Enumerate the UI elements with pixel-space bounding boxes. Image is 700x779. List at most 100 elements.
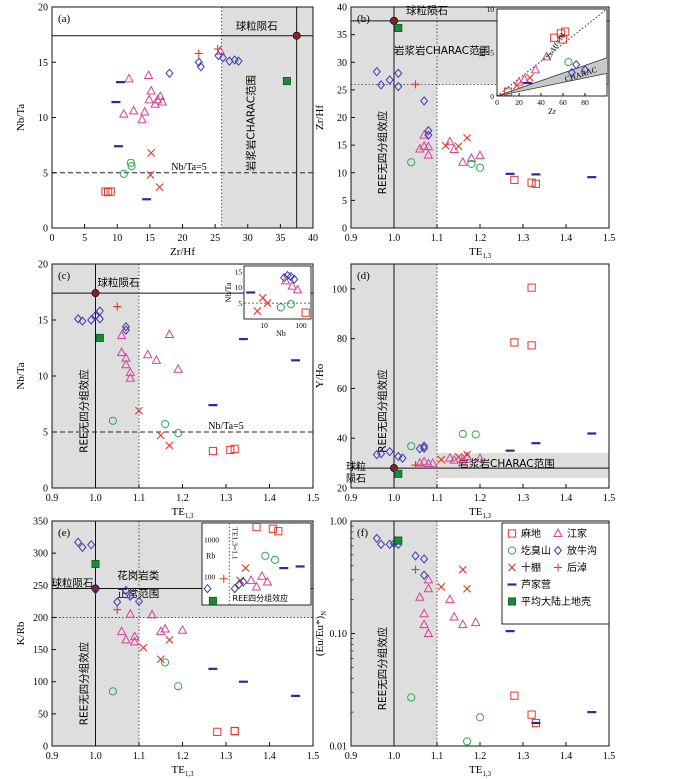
data-point [101, 187, 110, 196]
data-point [194, 49, 203, 58]
region-label: 岩浆岩CHARAC范围 [459, 457, 555, 470]
series-后淖 [194, 44, 222, 58]
data-point [457, 156, 468, 166]
data-point [377, 80, 386, 90]
inset-point [301, 308, 310, 317]
legend-label: 后淖 [567, 561, 587, 574]
data-point [91, 585, 100, 595]
inset-point [251, 581, 262, 591]
data-point [423, 583, 434, 593]
x-tick-label: 1.2 [176, 751, 189, 762]
data-point [150, 98, 160, 108]
data-point [91, 560, 100, 569]
legend-item: 圪臭山 [507, 544, 551, 557]
inset-point [280, 275, 291, 285]
data-point [74, 537, 83, 547]
chondrite-label: 球粒陨石 [236, 20, 278, 33]
series-后淖 [411, 80, 420, 89]
data-point [116, 626, 127, 636]
y-tick-label: 0 [43, 742, 48, 753]
y-tick-label: 350 [33, 517, 48, 528]
series-放牛沟 [74, 306, 131, 335]
data-point [437, 455, 446, 464]
data-point [394, 536, 403, 545]
inset-point [526, 73, 534, 82]
data-point [113, 605, 122, 614]
data-point [423, 141, 434, 151]
inset-line-label: TE1,3=1.1 [231, 527, 240, 559]
legend-label: 芦家营 [521, 578, 551, 591]
y-axis-label: Nb/Ta [15, 362, 27, 389]
chondrite-label: 球粒陨石 [98, 276, 140, 289]
x-tick-label: 1.0 [388, 233, 401, 244]
series-江家 [414, 574, 481, 637]
inset-charac-lower [496, 72, 608, 97]
data-point [125, 608, 136, 618]
series-芦家营 [208, 667, 301, 697]
y-tick-label: 15 [38, 58, 48, 69]
y-tick-label: 5 [342, 196, 347, 207]
shaded-range-x [221, 7, 313, 228]
inset-point [287, 280, 298, 290]
inset-point [567, 67, 576, 78]
x-tick-label: 1.3 [220, 493, 233, 504]
y-tick-label: 20 [337, 484, 347, 495]
data-point [124, 73, 134, 83]
data-point [471, 430, 480, 439]
inset-y-label: Rb [206, 551, 215, 560]
data-point [437, 582, 446, 591]
data-point [116, 330, 127, 340]
data-point [407, 693, 416, 702]
series-麻地 [510, 691, 540, 728]
data-point [463, 737, 472, 746]
inset-point [262, 576, 273, 586]
x-tick-label: 30 [243, 233, 253, 244]
data-point [424, 125, 433, 136]
inset-point [286, 271, 295, 282]
inset-point [270, 555, 280, 565]
data-point [157, 96, 168, 106]
data-point [129, 631, 140, 641]
data-point [423, 628, 434, 637]
inset-point [512, 81, 521, 90]
series-芦家营 [111, 81, 152, 201]
x-tick-label: 1.3 [517, 493, 530, 504]
data-point [457, 457, 468, 467]
data-point [407, 158, 416, 167]
x-tick-label: 1.1 [133, 751, 146, 762]
data-point [411, 461, 420, 470]
series-平均大陆上地壳 [394, 23, 403, 32]
data-point [372, 533, 381, 544]
data-point [194, 57, 203, 68]
legend-marker [507, 546, 517, 555]
panel-label: (b) [357, 13, 370, 25]
data-point [174, 682, 183, 691]
data-point [441, 141, 450, 150]
y-tick-label: 0 [342, 224, 347, 235]
data-point [87, 540, 96, 550]
series-后淖 [411, 565, 420, 574]
series-放牛沟 [165, 50, 243, 79]
data-point [106, 187, 115, 196]
inset-point [241, 564, 250, 573]
ree-no-tetrad-label: REE无四分组效应 [376, 626, 389, 710]
data-point [394, 451, 403, 462]
y-tick-label: 0.10 [330, 629, 348, 640]
data-point [372, 66, 381, 77]
series-十棚 [139, 635, 174, 664]
legend-item: 放牛沟 [553, 544, 597, 557]
data-point [230, 444, 239, 453]
x-tick-label: 1.1 [431, 233, 444, 244]
data-point [407, 442, 416, 451]
data-point [113, 302, 122, 311]
x-tick-label: 1.0 [388, 493, 401, 504]
inset-point [246, 574, 256, 584]
series-芦家营 [505, 630, 597, 725]
data-point [135, 406, 143, 415]
data-point [234, 56, 243, 66]
inset-point [230, 583, 239, 594]
data-point [142, 349, 153, 359]
legend-item: 平均大陆上地壳 [507, 595, 591, 608]
data-point [394, 23, 403, 32]
